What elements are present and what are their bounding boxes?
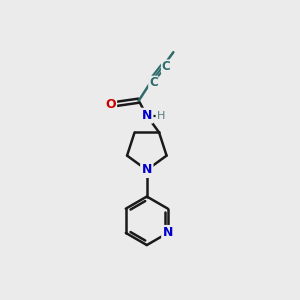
Text: H: H [157,111,165,121]
Text: O: O [105,98,116,111]
Text: C: C [149,76,158,89]
Text: N: N [142,109,152,122]
Text: N: N [163,226,173,239]
Text: C: C [162,60,170,73]
Text: N: N [142,164,152,176]
